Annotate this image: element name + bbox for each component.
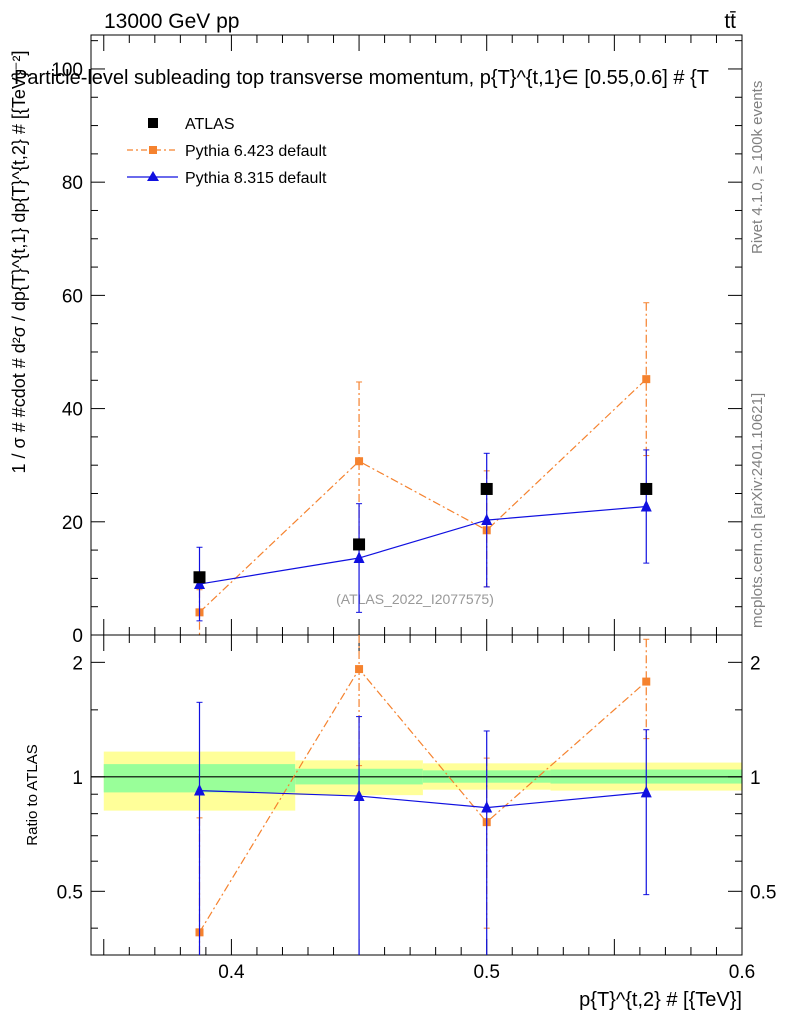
main-y-axis-label: 1 / σ # #cdot # d²σ / dp{T}^{t,1} dp{T}^… [9, 51, 29, 474]
ratio-pythia8-line [199, 789, 647, 809]
main-ytick-label-40: 40 [62, 400, 83, 421]
legend-label-pythia6: Pythia 6.423 default [185, 143, 327, 160]
legend: ATLAS Pythia 6.423 default Pythia 8.315 … [127, 116, 327, 187]
main-ytick-label-60: 60 [62, 286, 83, 307]
main-pythia8-line [199, 505, 647, 585]
legend-marker-atlas [148, 118, 158, 128]
ratio-pythia8-point-1 [353, 789, 365, 802]
main-pythia6-point-1 [355, 457, 364, 466]
main-atlas-point-1 [353, 538, 366, 551]
ratio-pythia8-point-0 [194, 783, 205, 796]
main-ytick-label-20: 20 [62, 513, 83, 534]
main-pythia8-point-3 [640, 499, 652, 512]
ratio-ytick-label-left-1: 1 [72, 768, 83, 789]
ratio-pythia6-point-3 [642, 677, 651, 686]
ratio-y-axis-label: Ratio to ATLAS [24, 744, 41, 845]
ratio-pythia8-point-3 [640, 785, 652, 798]
chart-title: Particle-level subleading top transverse… [14, 67, 709, 89]
main-atlas-point-0 [193, 571, 206, 584]
main-atlas-point-3 [640, 482, 653, 495]
ratio-xtick-label-0.5: 0.5 [473, 962, 499, 983]
main-atlas-point-2 [480, 482, 493, 495]
legend-marker-pythia8 [147, 171, 159, 181]
legend-label-pythia8: Pythia 8.315 default [185, 170, 327, 187]
main-pythia6-line [199, 378, 647, 613]
process-label: tt̄ [724, 10, 736, 33]
ratio-frame [90, 634, 743, 956]
mcplots-label: mcplots.cern.ch [arXiv:2401.10621] [749, 393, 766, 628]
main-ytick-label-80: 80 [62, 173, 83, 194]
main-ytick-label-0: 0 [72, 626, 83, 647]
energy-label: 13000 GeV pp [104, 10, 239, 33]
main-pythia8-point-1 [353, 551, 365, 563]
ratio-xtick-label-0.6: 0.6 [729, 962, 755, 983]
main-ytick-label-100: 100 [51, 60, 83, 81]
ratio-ytick-label-right-0.5: 0.5 [750, 882, 776, 903]
legend-label-atlas: ATLAS [185, 116, 235, 133]
main-panel: 0 20 40 60 80 100 [51, 34, 743, 647]
rivet-version-label: Rivet 4.1.0, ≥ 100k events [749, 81, 766, 254]
ratio-panel: 0.4 0.5 0.6 0.5 0.5 1 1 2 2 [57, 634, 776, 983]
ratio-ytick-label-left-2: 2 [72, 653, 83, 674]
main-pythia6-point-3 [642, 375, 651, 384]
ratio-ytick-label-right-1: 1 [750, 768, 761, 789]
analysis-watermark: (ATLAS_2022_I2077575) [336, 591, 494, 607]
ratio-pythia6-point-1 [355, 665, 364, 674]
ratio-pythia6-line [198, 668, 647, 933]
legend-marker-pythia6 [149, 146, 157, 154]
ratio-pythia8-point-2 [481, 800, 493, 813]
ratio-ytick-label-left-0.5: 0.5 [57, 882, 83, 903]
x-axis-label: p{T}^{t,2} # [{TeV}] [579, 989, 742, 1011]
ratio-ytick-label-right-2: 2 [750, 653, 761, 674]
ratio-xtick-label-0.4: 0.4 [218, 962, 245, 983]
main-pythia8-point-2 [481, 513, 493, 526]
